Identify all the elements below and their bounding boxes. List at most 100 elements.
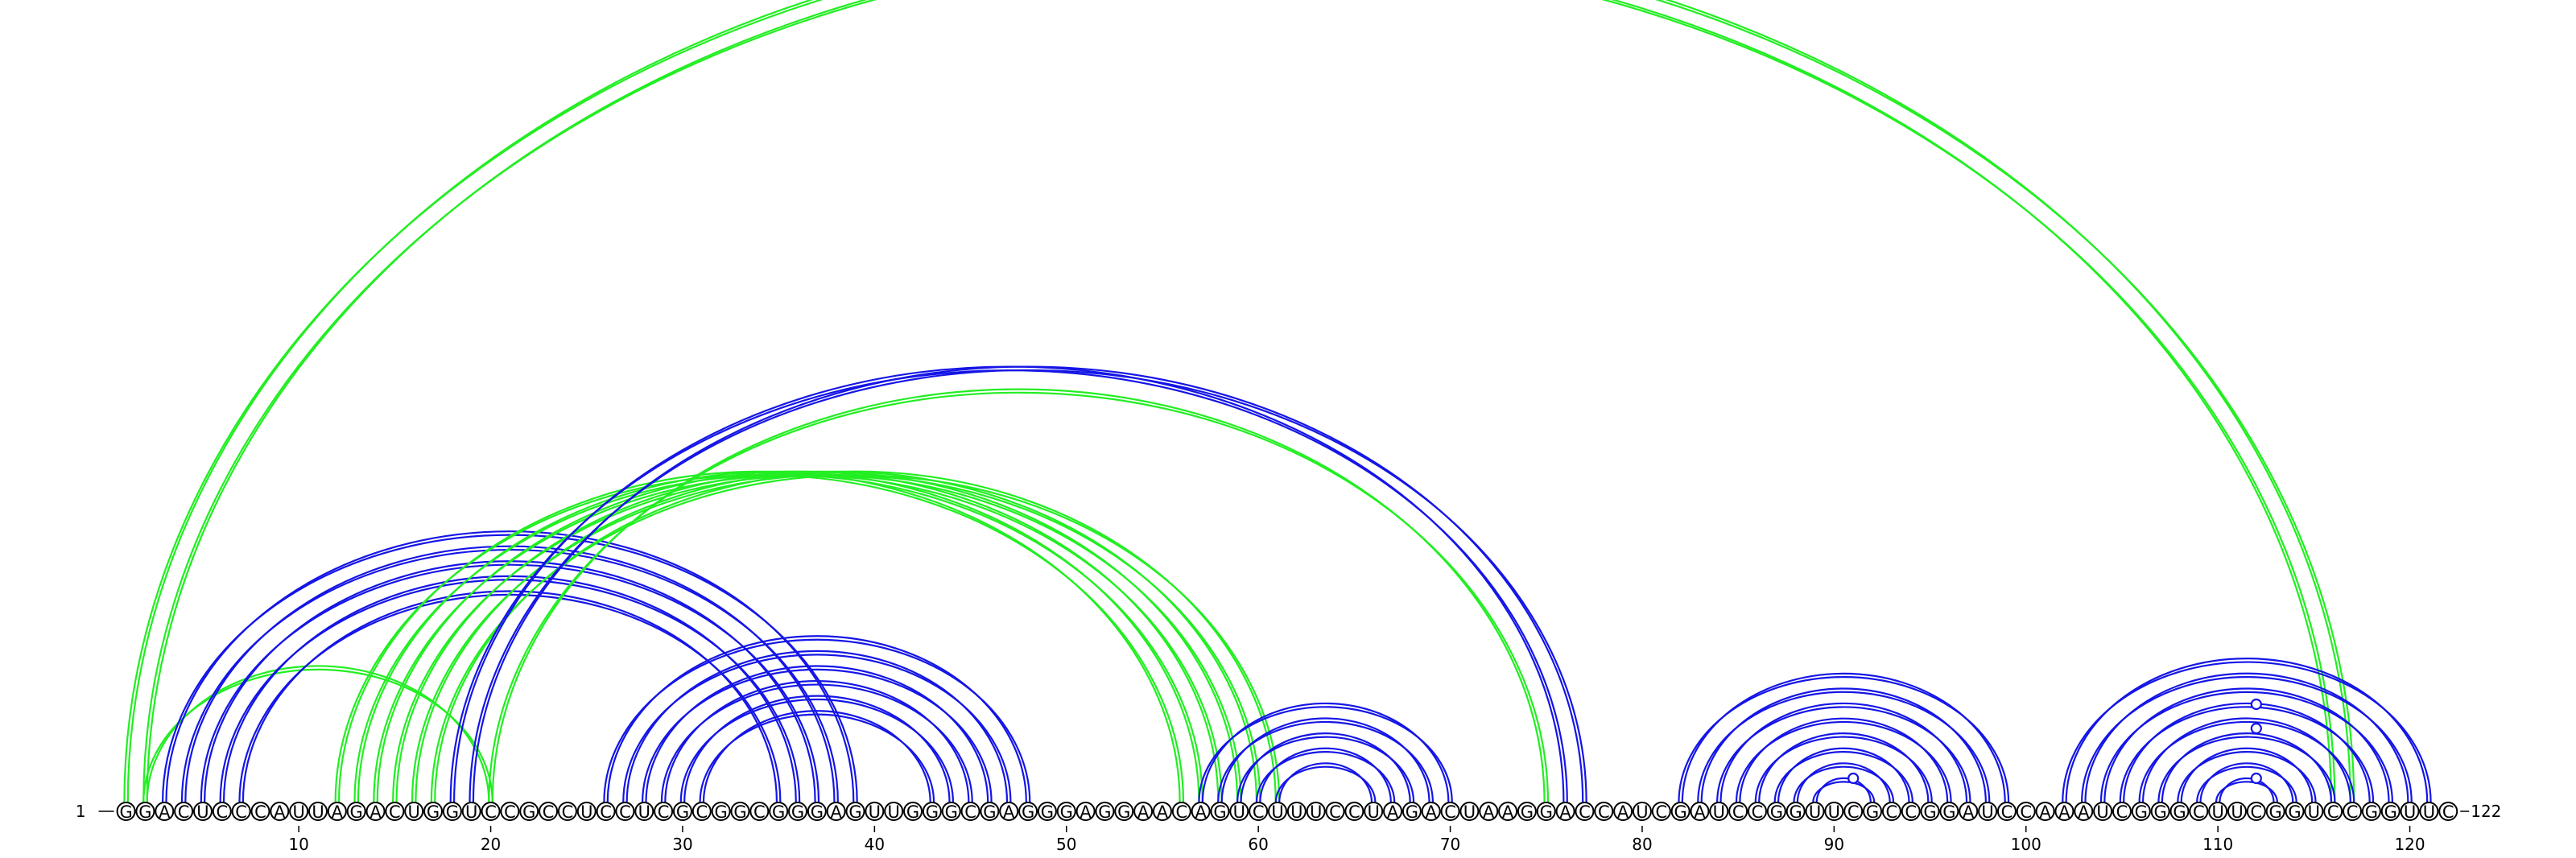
nucleotide-37: G <box>807 802 827 822</box>
nucleotide-circle-9 <box>270 802 290 821</box>
nucleotide-29: C <box>654 802 674 822</box>
nucleotide-letter-41: U <box>888 802 900 822</box>
nucleotide-55: A <box>1152 802 1172 822</box>
pair-arc-109-114 <box>2196 765 2297 803</box>
nucleotide-circle-35 <box>769 802 789 821</box>
nucleotide-circle-42 <box>903 802 923 821</box>
nucleotide-letter-58: G <box>1213 802 1226 822</box>
nucleotide-letter-63: U <box>1310 802 1322 822</box>
nucleotide-circle-101 <box>2035 802 2055 821</box>
nucleotide-circle-78 <box>1594 802 1614 821</box>
nucleotide-circle-10 <box>289 802 309 821</box>
nucleotide-113: G <box>2265 802 2285 822</box>
nucleotide-circle-6 <box>212 802 232 821</box>
pair-arc-105-118-inner <box>2123 702 2371 803</box>
nucleotide-24: C <box>557 802 577 822</box>
pair-arc-58-69-inner <box>1220 717 1430 803</box>
nucleotide-circle-20 <box>481 802 501 821</box>
nucleotide-14: A <box>365 802 386 822</box>
nucleotide-letter-3: A <box>159 802 171 822</box>
nucleotide-circle-93 <box>1881 802 1901 821</box>
nucleotide-circle-14 <box>365 802 386 821</box>
nucleotide-circle-21 <box>500 802 520 821</box>
nucleotide-circle-105 <box>2112 802 2132 821</box>
nucleotide-circle-121 <box>2419 802 2439 821</box>
nucleotide-56: C <box>1171 802 1191 822</box>
nucleotide-circle-77 <box>1575 802 1595 821</box>
pair-arc-85-96-inner <box>1739 717 1949 803</box>
nucleotide-36: G <box>788 802 807 822</box>
nucleotide-letter-65: C <box>1348 802 1360 822</box>
nucleotide-120: U <box>2400 802 2420 822</box>
nucleotide-circle-36 <box>788 802 807 821</box>
tick-label-80: 80 <box>1632 835 1652 854</box>
pair-arc-3-39 <box>161 534 858 803</box>
arc-marker-91-1 <box>1847 772 1860 785</box>
nucleotide-circle-55 <box>1152 802 1172 821</box>
nucleotide-circle-82 <box>1670 802 1690 821</box>
nucleotide-circle-106 <box>2131 802 2151 821</box>
pair-arc-27-47 <box>622 654 1012 803</box>
nucleotide-letter-51: A <box>1080 802 1092 822</box>
nucleotide-letter-115: U <box>2308 802 2320 822</box>
nucleotide-105: C <box>2112 802 2132 822</box>
nucleotide-letter-72: A <box>1483 802 1495 822</box>
nucleotide-circle-57 <box>1191 802 1211 821</box>
nucleotide-letter-75: G <box>1540 802 1553 822</box>
nucleotide-60: C <box>1249 802 1269 822</box>
nucleotide-circle-51 <box>1075 802 1096 821</box>
pair-arc-7-35-inner <box>242 590 778 803</box>
nucleotide-80: U <box>1632 802 1652 822</box>
pair-arc-31-43 <box>699 713 935 803</box>
nucleotide-20: C <box>481 802 501 822</box>
nucleotide-letter-7: C <box>235 802 247 822</box>
nucleotide-7: C <box>231 802 251 822</box>
nucleotide-circle-122 <box>2438 802 2458 821</box>
pair-arc-88-93-inner <box>1796 762 1891 803</box>
nucleotide-32: G <box>711 802 731 822</box>
pair-arc-86-95 <box>1754 736 1933 803</box>
nucleotide-6: C <box>212 802 232 822</box>
nucleotide-letter-32: G <box>714 802 727 822</box>
nucleotide-circle-63 <box>1306 802 1326 821</box>
nucleotide-letter-25: U <box>580 802 592 822</box>
nucleotide-circle-79 <box>1613 802 1633 821</box>
nucleotide-circle-71 <box>1459 802 1480 821</box>
nucleotide-96: G <box>1939 802 1959 822</box>
pair-arc-6-36 <box>219 579 801 803</box>
nucleotide-84: U <box>1709 802 1729 822</box>
nucleotide-circle-16 <box>404 802 424 821</box>
nucleotide-110: U <box>2208 802 2228 822</box>
position-axis: 10 20 30 40 50 60 70 80 90 100 110 120 <box>288 826 2425 854</box>
nucleotide-34: C <box>749 802 770 822</box>
arc-marker-112-1 <box>2250 772 2262 785</box>
pair-arc-84-97 <box>1716 706 1971 803</box>
pair-arc-89-92-inner <box>1815 777 1872 803</box>
nucleotide-letter-48: G <box>1022 802 1034 822</box>
pair-arc-61-66 <box>1274 765 1377 803</box>
tick-label-110: 110 <box>2202 835 2233 854</box>
nucleotide-circle-81 <box>1651 802 1671 821</box>
nucleotide-letter-97: A <box>1963 802 1975 822</box>
pair-arc-2-20 <box>142 668 493 803</box>
nucleotide-23: C <box>539 802 559 822</box>
pair-arc-58-69 <box>1217 720 1435 803</box>
nucleotide-44: G <box>941 802 961 822</box>
nucleotide-letter-24: C <box>562 802 574 822</box>
nucleotide-30: G <box>672 802 692 822</box>
nucleotide-letter-18: G <box>446 802 459 822</box>
nucleotide-letter-13: G <box>350 802 363 822</box>
nucleotide-65: C <box>1344 802 1364 822</box>
pair-arc-60-67-inner <box>1259 747 1392 803</box>
nucleotide-69: A <box>1421 802 1441 822</box>
nucleotide-circle-7 <box>231 802 251 821</box>
nucleotide-circle-90 <box>1824 802 1844 821</box>
nucleotide-13: G <box>346 802 366 822</box>
nucleotide-100: C <box>2016 802 2036 822</box>
nucleotide-circle-64 <box>1325 802 1345 821</box>
pair-arc-86-95-inner <box>1758 732 1930 803</box>
nucleotide-86: C <box>1748 802 1767 822</box>
nucleotide-circle-118 <box>2361 802 2381 821</box>
pair-arc-109-114-inner <box>2199 762 2294 803</box>
tick-label-30: 30 <box>672 835 692 854</box>
